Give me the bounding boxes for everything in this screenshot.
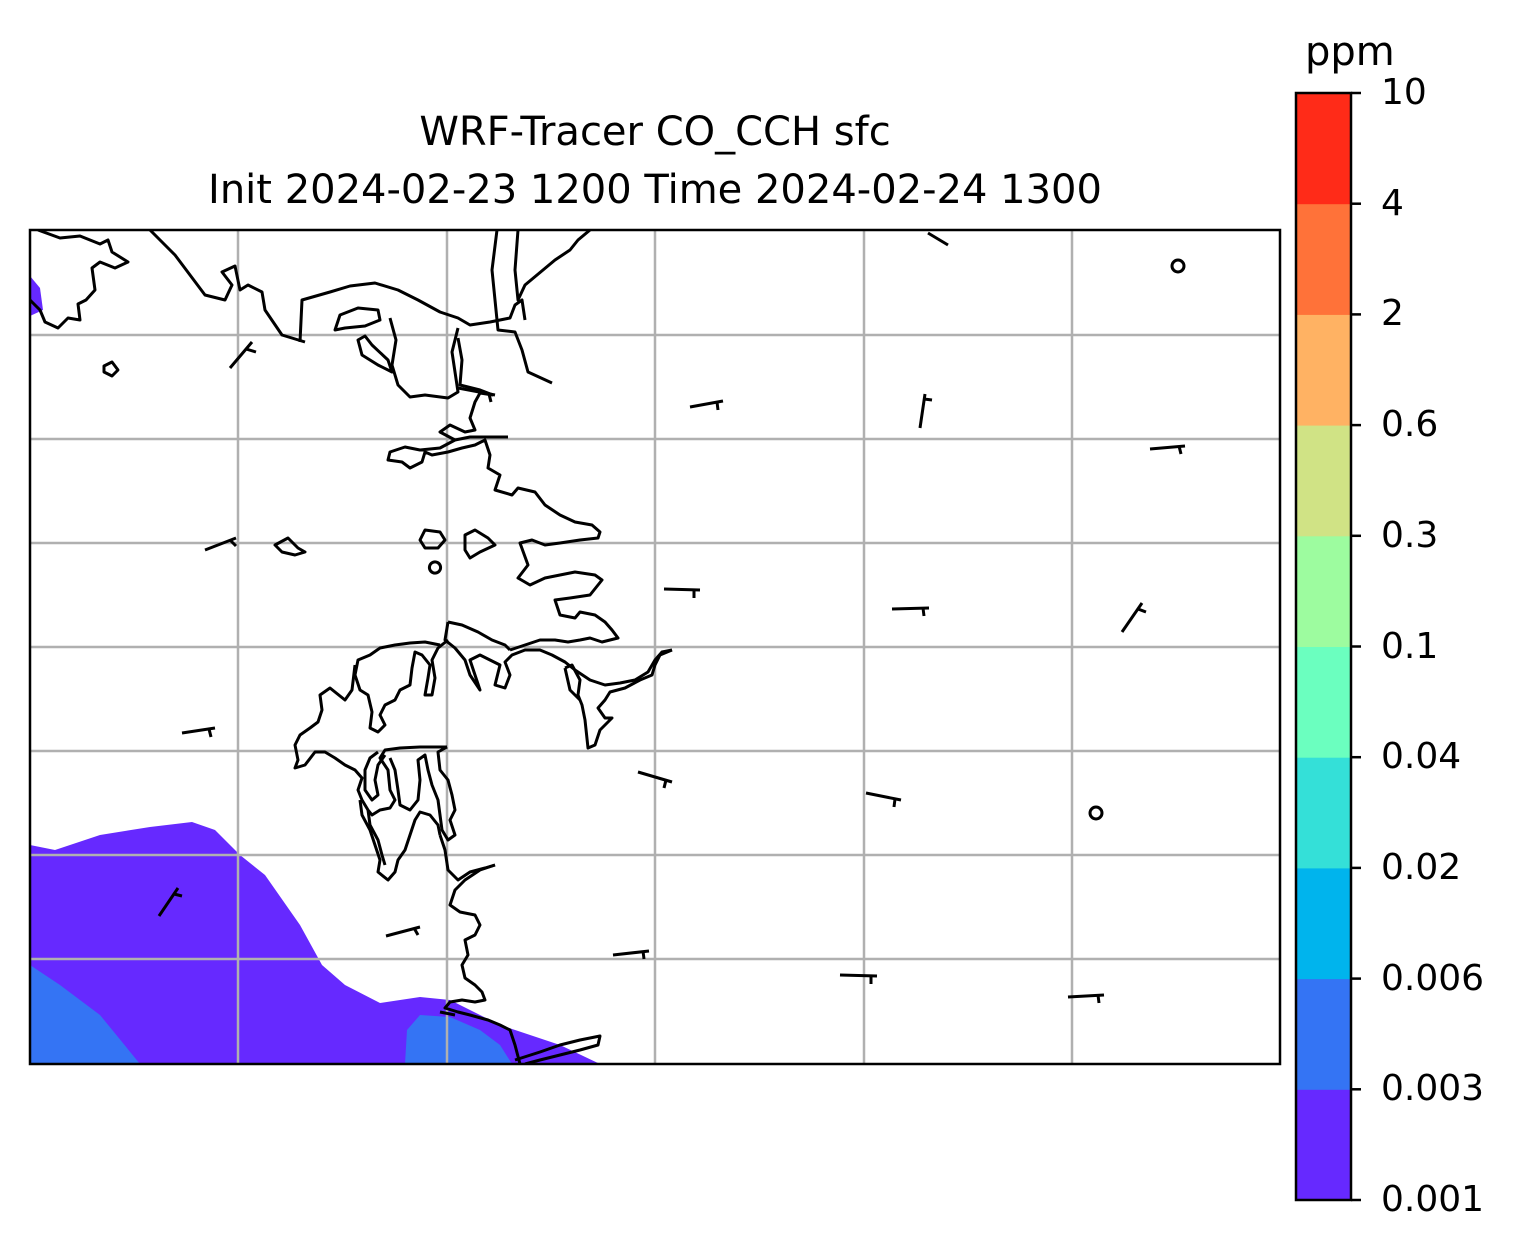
colorbar-tick-label: 0.6 — [1381, 404, 1439, 446]
wind-barb — [891, 606, 930, 617]
colorbar-segment — [1296, 646, 1351, 758]
colorbar-tick-label: 10 — [1381, 72, 1427, 113]
colorbar-segment — [1296, 203, 1351, 315]
colorbar-segment — [1296, 425, 1351, 537]
colorbar-tick-label: 0.02 — [1381, 846, 1462, 888]
wind-barb — [1067, 993, 1105, 1004]
wind-barb — [157, 887, 183, 917]
wind-barb — [689, 399, 724, 411]
colorbar-segment — [1296, 757, 1351, 869]
colorbar-tick-label: 0.006 — [1381, 957, 1485, 999]
chart-title-line1: WRF-Tracer CO_CCH sfc — [419, 109, 891, 155]
colorbar-segment — [1296, 93, 1351, 205]
colorbar-segment — [1296, 314, 1351, 426]
gridlines — [30, 230, 1280, 1064]
map-frame — [28, 228, 1282, 1066]
wind-barb — [918, 393, 933, 429]
wind-barb — [663, 587, 701, 598]
wind-barb — [457, 386, 496, 403]
colorbar-tick-label: 0.04 — [1381, 736, 1462, 778]
colorbar-tick-label: 0.3 — [1381, 514, 1439, 556]
colorbar-unit-label: ppm — [1305, 29, 1395, 75]
colorbar-tick-label: 0.001 — [1381, 1179, 1485, 1220]
colorbar-tick-label: 0.003 — [1381, 1068, 1485, 1110]
tracer-fill-band-1-corner — [30, 276, 43, 316]
wind-barb — [1149, 444, 1186, 455]
coastlines — [30, 230, 1186, 1064]
wind-barbs — [157, 341, 1186, 1004]
chart-title-line2: Init 2024-02-23 1200 Time 2024-02-24 130… — [208, 167, 1102, 213]
colorbar-segment — [1296, 978, 1351, 1090]
wind-barb — [839, 973, 878, 984]
colorbar-tick-label: 0.1 — [1381, 625, 1439, 667]
wind-barb — [204, 536, 238, 552]
colorbar-tick-label: 4 — [1381, 182, 1404, 224]
wind-barb — [228, 341, 257, 369]
map-area — [30, 230, 1280, 1064]
wind-barb — [181, 726, 216, 738]
tracer-fill-band-1 — [30, 822, 600, 1064]
colorbar-segment — [1296, 535, 1351, 647]
tracer-fill-band-2b — [405, 1015, 512, 1064]
colorbar-segment — [1296, 867, 1351, 980]
colorbar — [1294, 91, 1361, 1202]
colorbar-tick-label: 2 — [1381, 293, 1404, 335]
wind-barb — [612, 949, 650, 960]
colorbar-segment — [1296, 1089, 1351, 1201]
wind-barb — [1120, 602, 1147, 633]
tracer-fill-band-2 — [30, 965, 140, 1064]
wind-barb — [637, 770, 673, 789]
wind-barb — [385, 925, 421, 938]
wind-barb — [865, 791, 902, 808]
